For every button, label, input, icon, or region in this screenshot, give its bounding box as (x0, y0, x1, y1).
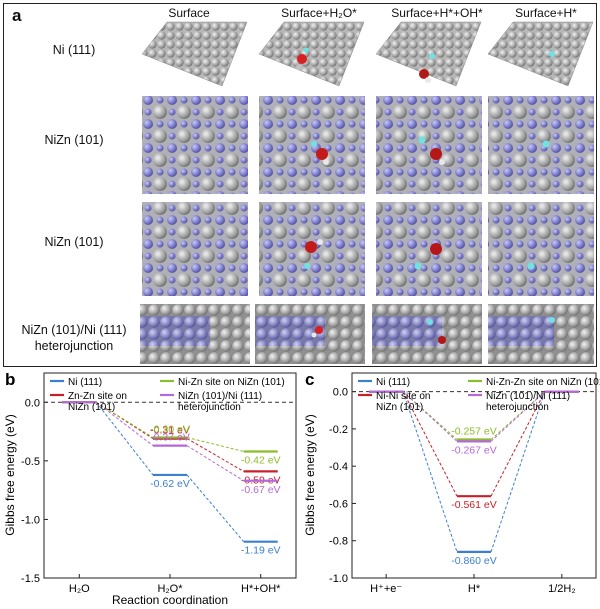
data-label: -1.19 eV (241, 545, 281, 557)
y-tick-label: -1.0 (329, 573, 348, 585)
legend-c: Ni (111) Ni-Ni site on NiZn (101) Ni-Zn-Zn … (358, 377, 600, 413)
connector-line (402, 391, 458, 442)
x-categories-b: H₂O H₂O* H*+OH* (69, 574, 281, 595)
connector-line (490, 391, 546, 497)
connector-line (402, 391, 458, 553)
connector-line (186, 445, 244, 482)
structures-grid (140, 21, 594, 364)
data-label: -0.267 eV (451, 444, 497, 456)
connector-line (186, 474, 245, 543)
y-tick-label: -1.5 (21, 573, 40, 585)
x-tick-label: H*+OH* (241, 583, 281, 595)
x-tick-label: 1/2H₂ (548, 583, 576, 595)
legend-line: NiZn (101) (376, 402, 423, 413)
data-label: -0.37 eV (150, 432, 190, 444)
column-header-surface-h: Surface+H* (515, 6, 577, 20)
legend-label: Ni-Ni site on NiZn (101) (376, 391, 430, 413)
panel-c-letter: c (305, 370, 314, 389)
legend-label: Ni-Zn site on NiZn (101) (178, 377, 285, 388)
y-tick-label: 0.0 (25, 397, 40, 409)
legend-line: NiZn (101)/Ni (111) (178, 391, 262, 402)
connector-line (96, 401, 154, 438)
series-b: -0.62 eV-1.19 eV-0.31 eV-0.59 eV-0.30 eV… (62, 401, 281, 557)
y-axis-title-c: Gibbs free energy (eV) (303, 414, 317, 535)
column-header-surface: Surface (168, 6, 210, 20)
data-label: -0.67 eV (241, 484, 281, 496)
legend-line: heterojunction (486, 402, 549, 413)
data-label: -0.62 eV (150, 478, 190, 490)
y-tick-label: -0.6 (329, 498, 348, 510)
nizn101-row-b (142, 202, 594, 296)
x-axis-title-b: Reaction coordination (112, 593, 228, 607)
column-header-surface-h-oh: Surface+H*+OH* (391, 6, 483, 20)
y-ticks-c: 0.0 -0.2 -0.4 -0.6 -0.8 -1.0 (329, 387, 596, 585)
legend-label: Zn-Zn site on NiZn (101) (68, 391, 127, 413)
legend-line: NiZn (101) (68, 402, 115, 413)
x-tick-label: H* (468, 583, 481, 595)
legend-line: NiZn (101)/Ni (111) (486, 391, 570, 402)
connector-line (95, 401, 154, 476)
y-axis-title-b: Gibbs free energy (eV) (3, 414, 17, 535)
connector-line (490, 391, 546, 442)
connector-line (95, 401, 154, 447)
panel-a-letter: a (12, 6, 22, 25)
data-label: -0.860 eV (451, 555, 497, 567)
y-tick-label: -0.2 (329, 424, 348, 436)
connector-line (402, 391, 458, 497)
y-tick-label: 0.0 (333, 387, 348, 399)
legend-label: NiZn (101)/Ni (111) heterojunction (486, 391, 570, 413)
connector-line (186, 438, 244, 472)
data-label: -0.30 eV (150, 423, 190, 435)
y-tick-label: -0.5 (21, 456, 40, 468)
legend-line: Ni-Ni site on (376, 391, 430, 402)
panel-b-letter: b (5, 370, 15, 389)
row-label-ni111: Ni (111) (52, 43, 96, 57)
x-tick-label: H₂O* (157, 583, 183, 595)
legend-label: Ni (111) (376, 377, 410, 388)
row-label-nizn101-a: NiZn (101) (44, 133, 104, 147)
legend-line: heterojunction (178, 402, 241, 413)
column-header-surface-h2o: Surface+H₂O* (281, 6, 357, 20)
x-tick-label: H⁺+e⁻ (370, 583, 402, 595)
connector-line (490, 391, 546, 553)
legend-b: Ni (111) Zn-Zn site on NiZn (101) Ni-Zn sit… (50, 377, 285, 413)
legend-label: Ni (111) (68, 377, 102, 388)
connector-line (186, 436, 244, 452)
legend-line: Zn-Zn site on (68, 391, 127, 402)
ni111-row (141, 21, 594, 87)
heterojunction-row (140, 304, 594, 364)
panel-a: a Surface Surface+H₂O* Surface+H*+OH* Su… (3, 3, 597, 367)
row-label-nizn101-b: NiZn (101) (44, 235, 104, 249)
y-tick-label: -0.8 (329, 536, 348, 548)
legend-label: NiZn (101)/Ni (111) heterojunction (178, 391, 262, 413)
row-label-heterojunction: NiZn (101)/Ni (111) heterojunction (21, 323, 127, 353)
chart-c: c Gibbs free energy (eV) 0.0 -0.2 -0.4 -0.6… (303, 370, 600, 595)
data-label: -0.561 eV (451, 499, 497, 511)
data-label: -0.42 eV (241, 454, 281, 466)
data-label: -0.257 eV (451, 426, 497, 438)
y-tick-label: -0.4 (329, 461, 348, 473)
x-tick-label: H₂O (69, 583, 90, 595)
series-c: -0.860 eV -0.561 eV -0.257 eV -0.267 eV (369, 390, 579, 567)
x-categories-c: H⁺+e⁻ H* 1/2H₂ (370, 574, 576, 595)
nizn101-row-a (142, 96, 594, 194)
y-ticks-b: 0.0 -0.5 -1.0 -1.5 (21, 397, 296, 585)
data-label: -0.31 eV (150, 425, 190, 437)
legend-label: Ni-Zn-Zn site on NiZn (101) (486, 377, 600, 388)
y-tick-label: -1.0 (21, 514, 40, 526)
chart-b: b Gibbs free energy (eV) Reaction coordi… (3, 370, 297, 607)
